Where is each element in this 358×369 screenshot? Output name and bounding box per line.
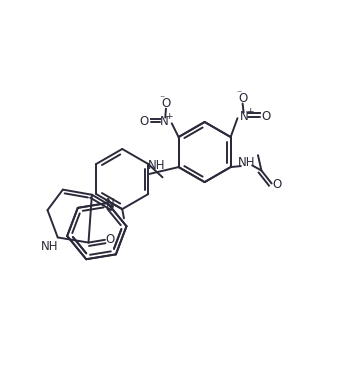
Text: N: N: [160, 115, 169, 128]
Text: O: O: [261, 110, 270, 123]
Text: O: O: [272, 177, 282, 191]
Text: +: +: [165, 112, 173, 121]
Text: NH: NH: [40, 240, 58, 253]
Text: NH: NH: [238, 156, 256, 169]
Text: ⁻: ⁻: [237, 89, 242, 99]
Text: N: N: [106, 197, 115, 210]
Text: ⁻: ⁻: [159, 94, 164, 104]
Text: +: +: [246, 107, 253, 116]
Text: O: O: [161, 97, 170, 110]
Text: O: O: [239, 92, 248, 105]
Text: O: O: [106, 233, 115, 246]
Text: N: N: [240, 110, 249, 123]
Text: NH: NH: [147, 159, 165, 172]
Text: O: O: [139, 115, 148, 128]
